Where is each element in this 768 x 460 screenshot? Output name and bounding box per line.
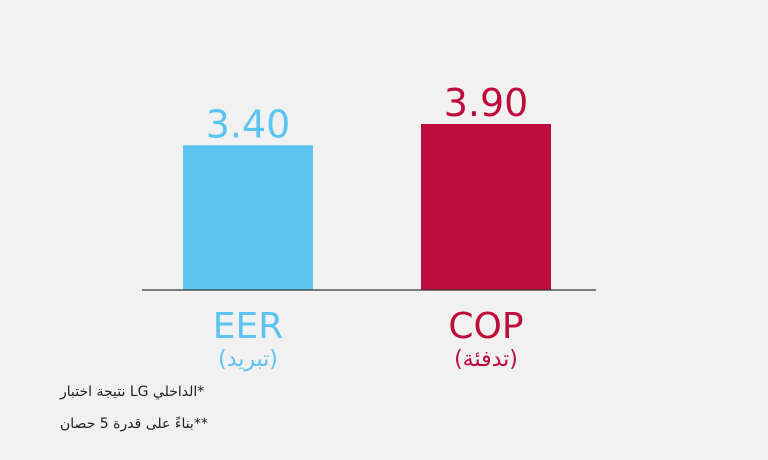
value-label-eer: 3.40 bbox=[206, 102, 291, 146]
category-label-eer: EER bbox=[213, 306, 284, 347]
category-label-cop: COP bbox=[448, 306, 523, 347]
category-sublabel-cop: (تدفئة) bbox=[454, 347, 518, 372]
value-label-cop: 3.90 bbox=[444, 81, 529, 125]
bar-cop bbox=[421, 124, 551, 290]
bar-eer bbox=[183, 145, 313, 290]
bars-group bbox=[183, 124, 551, 290]
footnote-capacity: **بناءً على قدرة 5 حصان bbox=[60, 416, 208, 432]
labels-group: 3.40 EER(تبريد) 3.90 COP(تدفئة) bbox=[206, 81, 529, 372]
category-sublabel-eer: (تبريد) bbox=[218, 347, 278, 372]
footnote-test-source: *الداخلي LG نتيجة اختبار bbox=[60, 384, 205, 400]
